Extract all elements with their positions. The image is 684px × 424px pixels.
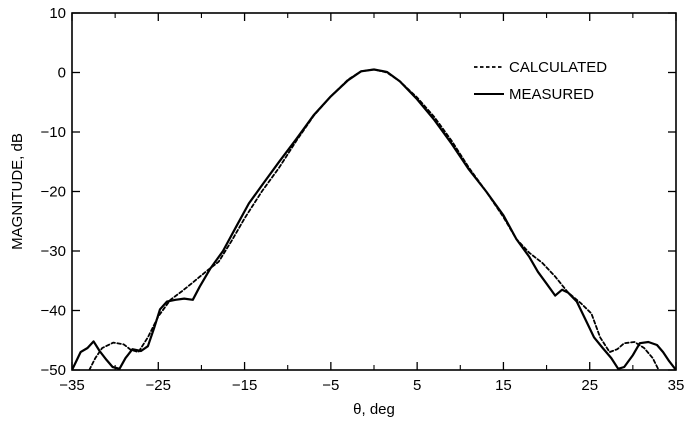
- y-tick-label: −30: [41, 243, 66, 260]
- x-tick-label: −5: [322, 377, 339, 394]
- y-tick-label: −10: [41, 124, 66, 141]
- series-line-calculated: [89, 70, 658, 371]
- x-tick-label: 5: [413, 377, 421, 394]
- y-tick-label: 10: [49, 5, 66, 22]
- x-tick-label: −25: [146, 377, 171, 394]
- x-tick-label: 15: [495, 377, 512, 394]
- x-tick-label: −35: [59, 377, 84, 394]
- legend-label-calculated: CALCULATED: [509, 59, 607, 76]
- y-tick-label: −50: [41, 362, 66, 379]
- x-tick-label: 25: [581, 377, 598, 394]
- y-tick-label: −40: [41, 303, 66, 320]
- y-tick-label: −20: [41, 184, 66, 201]
- y-axis-title: MAGNITUDE, dB: [9, 133, 26, 250]
- x-axis-title: θ, deg: [353, 401, 395, 418]
- series-line-measured: [72, 70, 676, 371]
- x-tick-label: −15: [232, 377, 257, 394]
- series-layer: [72, 70, 676, 371]
- x-tick-label: 35: [668, 377, 684, 394]
- legend: CALCULATED MEASURED: [474, 59, 607, 103]
- legend-label-measured: MEASURED: [509, 86, 594, 103]
- y-tick-label: 0: [58, 65, 66, 82]
